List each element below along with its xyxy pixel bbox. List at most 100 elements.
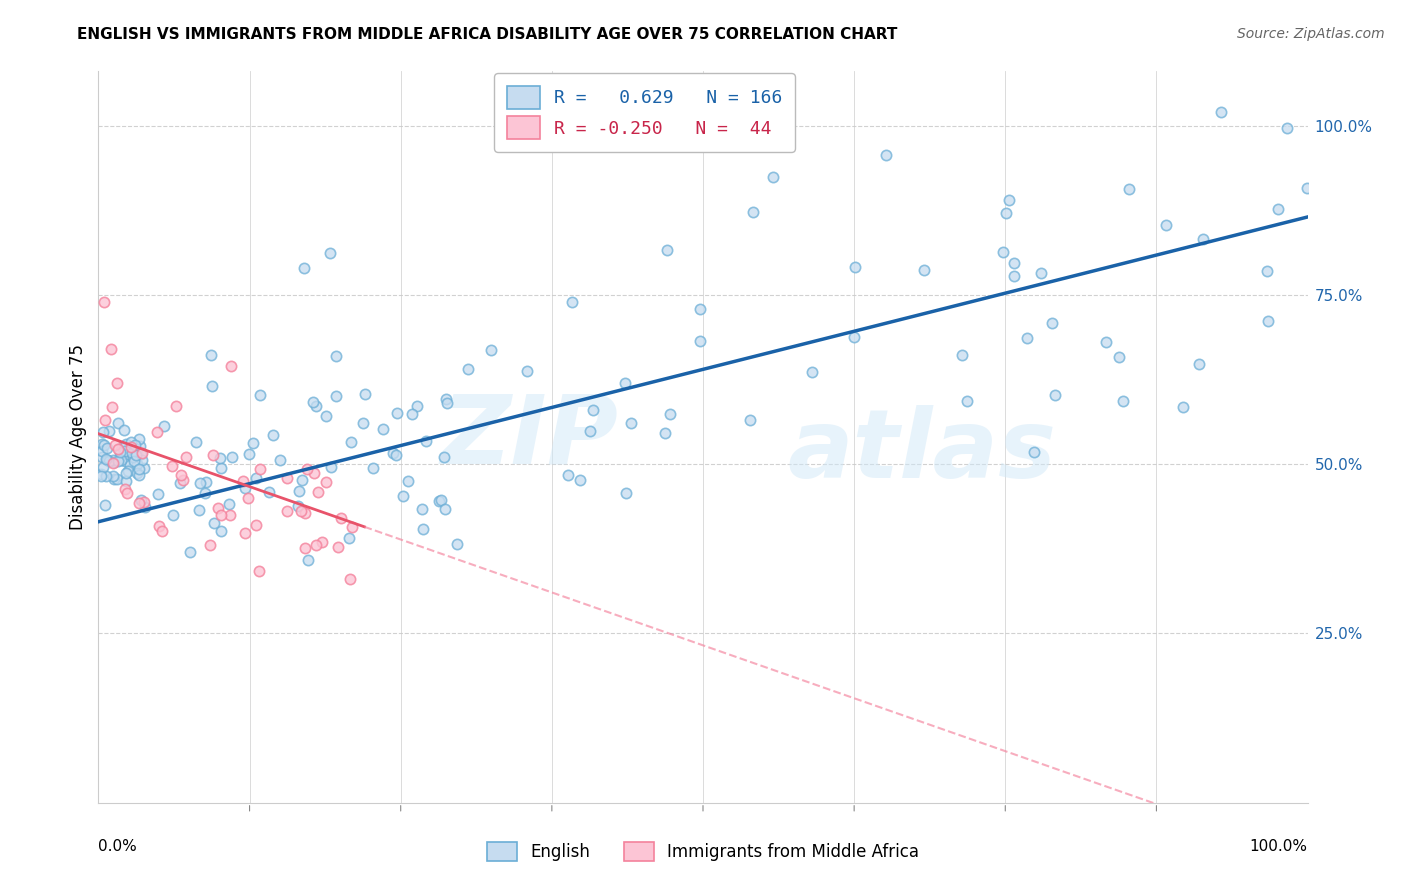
Point [325,389,347,403]
Point [1171,400,1194,414]
Point [125,448,148,462]
Point [179,544,201,558]
Text: ENGLISH VS IMMIGRANTS FROM MIDDLE AFRICA DISABILITY AGE OVER 75 CORRELATION CHAR: ENGLISH VS IMMIGRANTS FROM MIDDLE AFRICA… [77,27,897,42]
Point [1267,202,1289,216]
Point [276,471,298,485]
Point [93,438,115,452]
Point [319,245,342,260]
Point [221,450,243,465]
Point [101,469,124,483]
Point [620,416,643,430]
Point [800,365,823,379]
Point [405,400,427,414]
Point [114,474,136,488]
Point [101,456,124,470]
Point [434,502,457,516]
Point [326,540,349,554]
Point [561,294,583,309]
Point [446,537,468,551]
Point [305,399,328,413]
Point [329,511,352,525]
Point [1275,120,1298,135]
Point [354,387,377,401]
Point [912,262,935,277]
Point [112,423,135,437]
Text: 100.0%: 100.0% [1250,839,1308,855]
Point [90,468,112,483]
Point [131,452,153,467]
Point [1118,182,1140,196]
Point [108,450,131,465]
Point [1108,350,1130,364]
Point [294,260,316,275]
Point [148,518,170,533]
Point [1029,267,1052,281]
Point [188,475,211,490]
Point [436,396,458,410]
Point [315,409,337,423]
Point [1040,316,1063,330]
Point [128,468,150,483]
Point [1188,357,1211,371]
Point [100,401,122,415]
Point [294,506,316,520]
Point [209,508,232,522]
Point [311,535,333,549]
Point [844,260,866,275]
Point [340,434,363,449]
Point [1022,445,1045,459]
Point [129,447,152,461]
Point [288,483,311,498]
Point [269,452,291,467]
Point [96,453,118,467]
Point [582,403,605,417]
Point [128,432,150,446]
Point [457,362,479,376]
Point [117,465,139,479]
Point [842,330,865,344]
Text: atlas: atlas [787,405,1057,499]
Point [202,516,225,530]
Point [129,439,152,453]
Point [1209,104,1232,119]
Point [200,348,222,362]
Point [91,436,114,450]
Point [741,204,763,219]
Point [436,392,458,407]
Point [249,388,271,402]
Point [245,518,267,533]
Point [391,489,413,503]
Point [111,440,134,454]
Point [242,436,264,450]
Point [689,334,711,348]
Point [103,472,125,486]
Point [991,244,1014,259]
Point [352,416,374,430]
Point [384,448,406,462]
Point [114,444,136,458]
Point [232,474,254,488]
Point [105,472,128,486]
Point [153,418,176,433]
Point [146,425,169,439]
Point [194,486,217,500]
Point [125,446,148,460]
Point [294,541,316,555]
Point [950,348,973,362]
Point [219,508,242,523]
Point [128,462,150,476]
Point [120,440,142,454]
Point [430,493,453,508]
Point [578,424,600,438]
Point [291,473,314,487]
Point [91,450,114,464]
Point [302,394,325,409]
Point [90,467,112,481]
Point [1002,268,1025,283]
Point [613,376,636,390]
Point [415,434,437,449]
Point [287,500,309,514]
Point [148,487,170,501]
Text: 0.0%: 0.0% [98,839,138,855]
Point [339,572,361,586]
